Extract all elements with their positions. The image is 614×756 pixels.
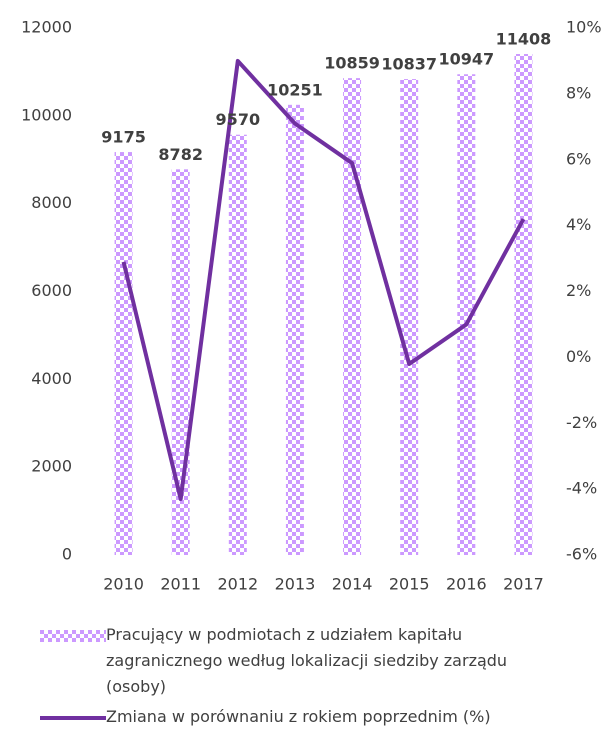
y2-tick-label: 6% [566,149,591,168]
y2-tick-label: -2% [566,413,597,432]
y2-tick-label: 0% [566,347,591,366]
legend-item: Pracujący w podmiotach z udziałem kapita… [40,622,546,700]
x-tick-label: 2014 [332,575,373,594]
y-tick-label: 4000 [31,369,72,388]
data-label: 11408 [496,29,552,48]
legend-item: Zmiana w porównaniu z rokiem poprzednim … [40,704,491,730]
line [121,58,526,502]
legend-swatch [40,630,106,642]
x-tick-label: 2012 [217,575,258,594]
data-label: 9175 [101,128,146,147]
x-tick-label: 2016 [446,575,487,594]
data-label: 9570 [216,110,261,129]
data-label: 8782 [158,145,203,164]
y2-tick-label: -6% [566,545,597,564]
legend-label: Pracujący w podmiotach z udziałem kapita… [106,625,508,696]
x-tick-label: 2017 [503,575,544,594]
y-tick-label: 2000 [31,457,72,476]
y-tick-label: 10000 [21,105,72,124]
data-label: 10859 [324,54,380,73]
data-label: 10947 [438,50,494,69]
legend-swatch [40,716,106,720]
bar [285,104,304,556]
legend-label: Zmiana w porównaniu z rokiem poprzednim … [106,707,491,726]
data-label: 10837 [381,55,437,74]
y-tick-label: 0 [62,545,72,564]
x-tick-label: 2010 [103,575,144,594]
y2-tick-label: 4% [566,215,591,234]
y2-tick-label: 8% [566,83,591,102]
x-tick-label: 2011 [160,575,201,594]
y-tick-label: 8000 [31,193,72,212]
x-tick-label: 2013 [275,575,316,594]
y2-tick-label: 2% [566,281,591,300]
bar [514,53,533,556]
bar [228,134,247,555]
y-tick-label: 6000 [31,281,72,300]
bar [400,79,419,556]
bar [457,74,476,555]
y2-tick-label: -4% [566,479,597,498]
chart: 0 2000 4000 6000 8000 10000 12000 -6% -4% -2% 0% 2%… [21,18,602,594]
x-tick-label: 2015 [389,575,430,594]
data-label: 10251 [267,80,323,99]
bar [343,78,362,555]
bar [114,152,133,556]
y2-tick-label: 10% [566,18,602,37]
y-tick-label: 12000 [21,18,72,37]
